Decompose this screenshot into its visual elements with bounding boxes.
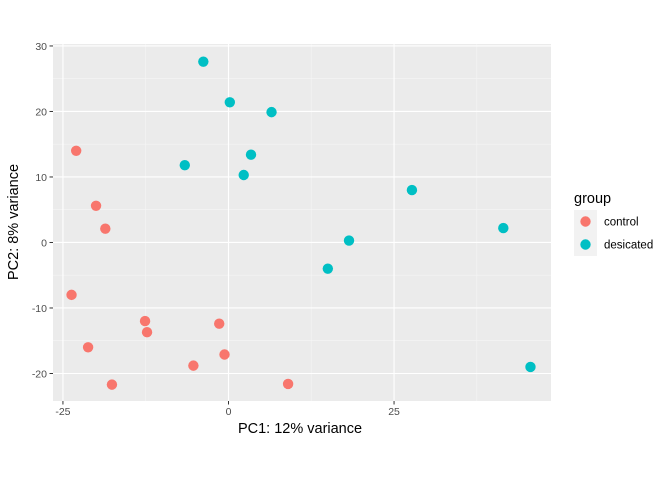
y-tick-label: 10: [35, 172, 47, 184]
y-tick-label: 0: [41, 237, 47, 249]
data-point-control: [139, 315, 151, 327]
data-point-control: [106, 379, 118, 390]
data-point-control: [66, 289, 77, 301]
data-point-control: [214, 318, 225, 329]
y-tick-label: -20: [32, 368, 47, 380]
legend-label-desicated: desicated: [604, 240, 653, 252]
data-point-desicated: [224, 97, 236, 108]
data-point-desicated: [525, 361, 536, 373]
x-tick-label: -25: [55, 406, 70, 418]
legend-label-control: control: [604, 217, 639, 229]
data-point-desicated: [322, 263, 334, 274]
data-point-control: [141, 327, 153, 338]
data-point-desicated: [266, 106, 277, 118]
y-tick-label: 30: [35, 41, 47, 53]
x-axis-label: PC1: 12% variance: [238, 421, 362, 437]
data-point-control: [100, 223, 111, 234]
minor-gridlines: [53, 44, 551, 401]
legend-key-control: [580, 216, 591, 227]
data-point-desicated: [498, 222, 509, 234]
data-point-control: [219, 349, 230, 360]
data-point-desicated: [238, 169, 249, 181]
major-gridlines: [53, 44, 551, 401]
data-point-desicated: [245, 149, 257, 160]
data-point-desicated: [343, 235, 355, 246]
x-tick-label: 25: [388, 406, 400, 418]
y-tick-label: -10: [32, 303, 47, 315]
legend-title: group: [574, 191, 611, 207]
data-point-control: [90, 200, 102, 211]
data-point-desicated: [179, 159, 190, 171]
y-tick-label: 20: [35, 106, 47, 118]
y-axis-label: PC2: 8% variance: [6, 164, 22, 280]
data-point-desicated: [198, 56, 209, 67]
data-points: [66, 56, 536, 390]
data-point-control: [70, 145, 82, 156]
legend: group control desicated: [574, 191, 653, 256]
data-point-control: [82, 342, 94, 353]
legend-key-desicated: [580, 239, 591, 250]
plot-panel: [53, 44, 551, 401]
data-point-control: [282, 378, 294, 390]
data-point-desicated: [406, 184, 418, 196]
x-tick-label: 0: [226, 406, 232, 418]
data-point-control: [188, 360, 199, 371]
axis-ticks: -25 0 25 -20 -10 0 10 20 30: [32, 41, 400, 418]
